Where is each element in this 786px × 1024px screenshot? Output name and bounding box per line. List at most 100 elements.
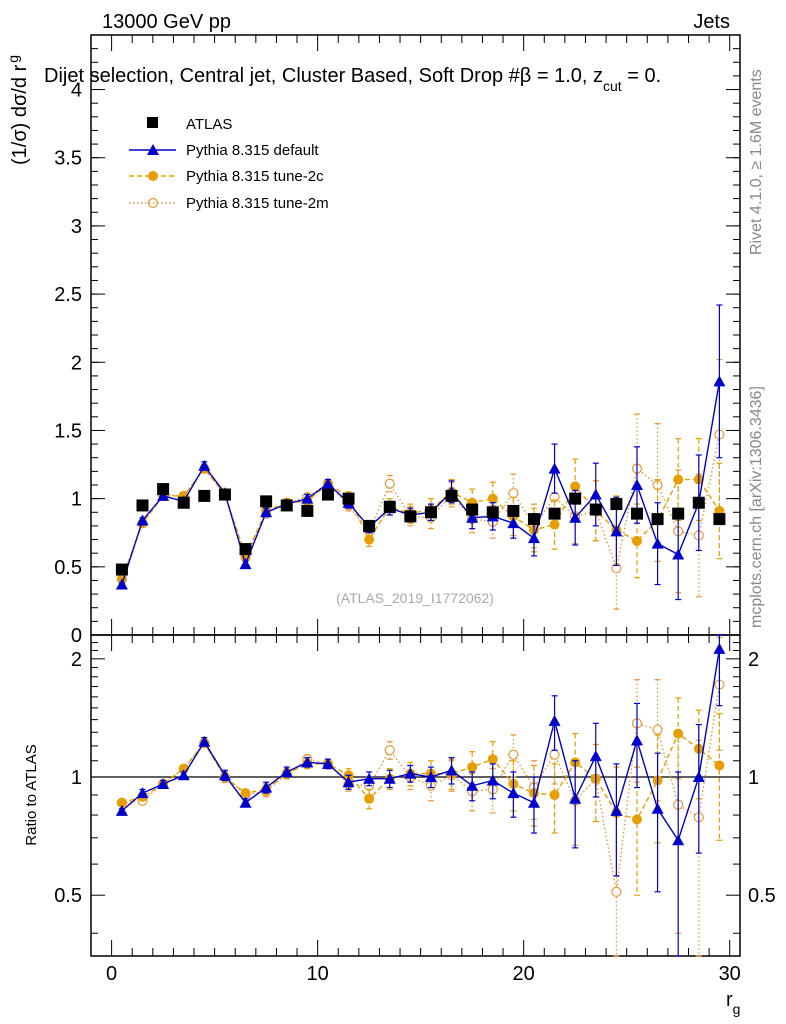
main-point-default — [630, 479, 643, 490]
main-atlas-point — [239, 543, 252, 556]
ratio-xtick-label: 20 — [513, 963, 535, 985]
main-atlas-point — [115, 563, 128, 576]
x-axis-label-text: r — [726, 989, 733, 1011]
ratio-point-default — [466, 779, 479, 791]
ratio-point-tune2c — [549, 789, 560, 800]
ratio-point-tune2m — [508, 749, 519, 760]
ratio-point-tune2c — [714, 760, 725, 771]
ratio-point-tune2m — [652, 724, 663, 735]
main-atlas-point — [610, 498, 623, 511]
plot-title-tail: = 0. — [622, 65, 661, 87]
ratio-point-default — [548, 714, 561, 726]
main-ytick-label: 3 — [71, 216, 82, 238]
main-line-tune2m — [121, 434, 721, 580]
main-atlas-point — [589, 503, 602, 516]
main-atlas-point — [260, 495, 273, 508]
ratio-point-tune2m — [384, 745, 395, 756]
ratio-point-default — [527, 796, 540, 808]
main-line-tune2c — [121, 467, 720, 580]
main-y-tick-labels: 0 0.5 1 1.5 2 2.5 3 3.5 4 — [54, 80, 82, 647]
main-point-tune2c — [364, 534, 375, 545]
ratio-ytick-label-right: 2 — [748, 649, 759, 671]
ratio-point-default — [342, 776, 355, 788]
ratio-point-tune2c — [631, 814, 642, 825]
main-ytick-label: 1 — [71, 489, 82, 511]
ratio-point-default — [404, 767, 417, 779]
plot-title: Dijet selection, Central jet, Cluster Ba… — [44, 65, 661, 94]
ratio-x-tick-labels: 0 10 20 30 — [106, 963, 741, 985]
legend-label-tune2m: Pythia 8.315 tune-2m — [186, 195, 329, 212]
plot-title-main: Dijet selection, Central jet, Cluster Ba… — [44, 65, 603, 87]
main-atlas-point — [486, 506, 499, 519]
main-point-default — [589, 488, 602, 500]
main-y-axis-label: (1/σ) dσ/d rg — [5, 55, 31, 165]
ratio-point-default — [713, 642, 726, 654]
main-plot-area — [115, 304, 726, 610]
main-point-default — [569, 511, 582, 523]
analysis-id: (ATLAS_2019_I1772062) — [336, 590, 494, 606]
legend-label-tune2c: Pythia 8.315 tune-2c — [186, 168, 324, 185]
main-atlas-point — [157, 483, 170, 496]
ratio-point-tune2c — [364, 793, 375, 804]
legend-marker-default — [147, 144, 159, 155]
main-point-default — [610, 525, 623, 537]
ratio-point-default — [672, 834, 685, 846]
ratio-point-default — [301, 756, 314, 768]
ratio-xtick-label: 10 — [307, 963, 329, 985]
ratio-point-default — [569, 792, 582, 804]
plot-title-subscript: cut — [603, 78, 622, 94]
header-energy: 13000 GeV pp — [102, 11, 231, 33]
ratio-point-default — [260, 781, 273, 793]
ratio-point-default — [177, 769, 190, 781]
main-point-default — [651, 537, 664, 549]
main-point-default — [136, 514, 149, 526]
ratio-point-tune2c — [467, 762, 478, 773]
main-atlas-point — [136, 499, 149, 512]
legend-marker-atlas — [147, 117, 158, 128]
main-ytick-label: 2.5 — [54, 284, 82, 306]
main-atlas-point — [692, 496, 705, 509]
ratio-point-tune2c — [116, 797, 127, 808]
main-axis-ticks — [90, 34, 740, 636]
side-mcplots-info: mcplots.cern.ch [arXiv:1306.3436] — [748, 386, 765, 628]
ratio-axis-ticks — [90, 635, 740, 956]
ratio-point-default — [280, 765, 293, 777]
main-atlas-point — [672, 507, 685, 520]
main-atlas-point — [424, 506, 437, 519]
main-point-default — [115, 578, 128, 590]
main-atlas-point — [445, 489, 458, 502]
side-rivet-info: Rivet 4.1.0, ≥ 1.6M events — [748, 69, 765, 255]
ratio-point-default — [630, 734, 643, 746]
ratio-point-default — [218, 769, 231, 781]
ratio-point-default — [198, 735, 211, 747]
main-atlas-point — [218, 488, 231, 501]
main-point-tune2c — [570, 481, 581, 492]
ratio-ytick-label-right: 1 — [748, 767, 759, 789]
main-atlas-point — [713, 513, 726, 526]
main-point-default — [527, 532, 540, 544]
ratio-line-default — [121, 648, 721, 842]
ratio-point-default — [692, 771, 705, 783]
main-point-default — [198, 459, 211, 471]
main-atlas-point — [569, 492, 582, 505]
main-point-default — [713, 375, 726, 387]
legend: ATLAS Pythia 8.315 default Pythia 8.315 … — [129, 116, 329, 212]
main-point-default — [507, 517, 520, 529]
ratio-point-default — [610, 804, 623, 816]
main-ytick-label: 0 — [71, 625, 82, 647]
main-atlas-point — [466, 503, 479, 516]
main-atlas-point — [548, 507, 561, 520]
ratio-point-default — [321, 757, 334, 769]
main-point-tune2m — [384, 478, 395, 489]
main-point-default — [239, 558, 252, 570]
x-axis-label-subscript: g — [733, 1001, 741, 1017]
main-point-default — [301, 492, 314, 504]
main-point-tune2c — [631, 535, 642, 546]
ratio-point-default — [136, 787, 149, 799]
ratio-ytick-label: 0.5 — [54, 885, 82, 907]
main-atlas-point — [280, 499, 293, 512]
main-atlas-point — [301, 504, 314, 517]
main-ytick-label: 3.5 — [54, 148, 82, 170]
ratio-y-axis-label: Ratio to ATLAS — [23, 744, 40, 845]
